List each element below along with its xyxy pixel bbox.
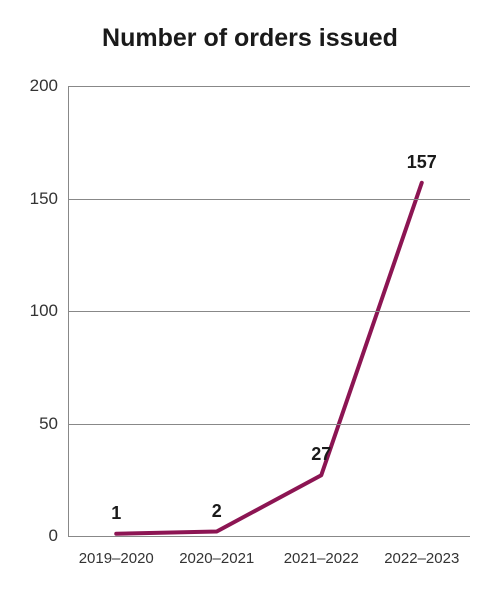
- x-tick-label: 2022–2023: [384, 536, 459, 567]
- line-chart: Number of orders issued 0 50 100 150 200 2019…: [0, 0, 500, 609]
- data-label: 157: [407, 152, 437, 173]
- x-tick-label: 2020–2021: [179, 536, 254, 567]
- y-tick-label: 100: [30, 301, 68, 321]
- gridline: [68, 199, 470, 200]
- data-label: 1: [111, 503, 121, 524]
- gridline: [68, 311, 470, 312]
- y-tick-label: 0: [49, 526, 68, 546]
- plot-area: 0501001502002019–20202020–20212021–20222…: [68, 86, 470, 536]
- data-label: 2: [212, 501, 222, 522]
- data-label: 27: [311, 444, 331, 465]
- x-tick-label: 2019–2020: [79, 536, 154, 567]
- y-tick-label: 150: [30, 189, 68, 209]
- y-tick-label: 50: [39, 414, 68, 434]
- y-tick-label: 200: [30, 76, 68, 96]
- gridline: [68, 86, 470, 87]
- x-tick-label: 2021–2022: [284, 536, 359, 567]
- gridline: [68, 424, 470, 425]
- chart-title: Number of orders issued: [0, 24, 500, 53]
